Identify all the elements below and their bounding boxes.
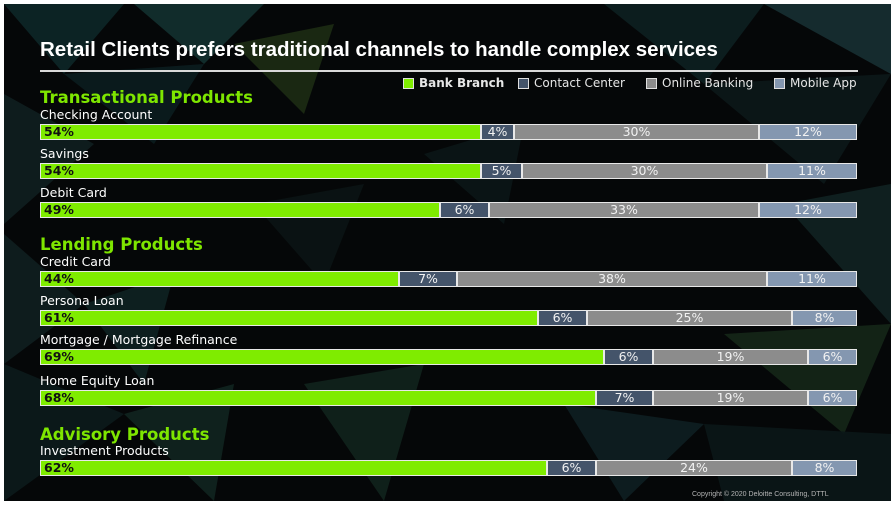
bar-investment-products: 62% 6% 24% 8% [40,460,857,476]
legend-label-online-banking: Online Banking [662,76,754,90]
bar-debit-card: 49% 6% 33% 12% [40,202,857,218]
legend-swatch-mobile-app [774,78,785,89]
bar-segment-contact-center: 6% [547,460,596,476]
bar-segment-online-banking: 38% [457,271,767,287]
section-title-lending: Lending Products [40,235,203,254]
bar-segment-mobile-app: 12% [759,202,857,218]
bar-segment-contact-center: 7% [596,390,653,406]
bar-segment-bank-branch: 49% [40,202,440,218]
bar-home-equity-loan: 68% 7% 19% 6% [40,390,857,406]
bar-mortgage: 69% 6% 19% 6% [40,349,857,365]
legend-swatch-online-banking [646,78,657,89]
bar-segment-online-banking: 30% [522,163,767,179]
bar-segment-online-banking: 30% [514,124,759,140]
bar-segment-bank-branch: 54% [40,163,481,179]
title-divider [40,70,858,72]
bar-segment-bank-branch: 62% [40,460,547,476]
copyright-notice: Copyright © 2020 Deloitte Consulting, DT… [692,491,829,498]
bar-segment-contact-center: 4% [481,124,514,140]
bar-segment-online-banking: 25% [587,310,792,326]
section-title-transactional: Transactional Products [40,88,253,107]
item-label-mortgage: Mortgage / Mortgage Refinance [40,332,238,347]
bar-segment-bank-branch: 68% [40,390,596,406]
item-label-checking-account: Checking Account [40,107,153,122]
bar-segment-mobile-app: 11% [767,163,857,179]
bar-segment-bank-branch: 61% [40,310,538,326]
bar-segment-online-banking: 24% [596,460,792,476]
bar-segment-contact-center: 6% [440,202,489,218]
bar-checking-account: 54% 4% 30% 12% [40,124,857,140]
bar-segment-bank-branch: 54% [40,124,481,140]
bar-segment-mobile-app: 6% [808,349,857,365]
bar-segment-mobile-app: 11% [767,271,857,287]
bar-segment-mobile-app: 6% [808,390,857,406]
item-label-home-equity-loan: Home Equity Loan [40,373,155,388]
item-label-credit-card: Credit Card [40,254,111,269]
legend-label-contact-center: Contact Center [534,76,625,90]
slide: Retail Clients prefers traditional chann… [4,4,891,501]
bar-segment-bank-branch: 44% [40,271,399,287]
bar-segment-mobile-app: 8% [792,310,857,326]
bar-segment-online-banking: 33% [489,202,759,218]
bar-segment-bank-branch: 69% [40,349,604,365]
item-label-investment-products: Investment Products [40,443,169,458]
legend-swatch-bank-branch [403,78,414,89]
bar-segment-mobile-app: 12% [759,124,857,140]
bar-savings: 54% 5% 30% 11% [40,163,857,179]
bar-segment-contact-center: 6% [604,349,653,365]
bar-segment-online-banking: 19% [653,390,808,406]
bar-segment-contact-center: 5% [481,163,522,179]
bar-credit-card: 44% 7% 38% 11% [40,271,857,287]
bar-persona-loan: 61% 6% 25% 8% [40,310,857,326]
bar-segment-contact-center: 6% [538,310,587,326]
page-title: Retail Clients prefers traditional chann… [40,38,718,61]
section-title-advisory: Advisory Products [40,425,210,444]
legend-label-bank-branch: Bank Branch [419,76,505,90]
legend-swatch-contact-center [518,78,529,89]
bar-segment-contact-center: 7% [399,271,457,287]
item-label-persona-loan: Persona Loan [40,293,124,308]
item-label-savings: Savings [40,146,89,161]
bar-segment-mobile-app: 8% [792,460,857,476]
legend-label-mobile-app: Mobile App [790,76,857,90]
bar-segment-online-banking: 19% [653,349,808,365]
item-label-debit-card: Debit Card [40,185,107,200]
